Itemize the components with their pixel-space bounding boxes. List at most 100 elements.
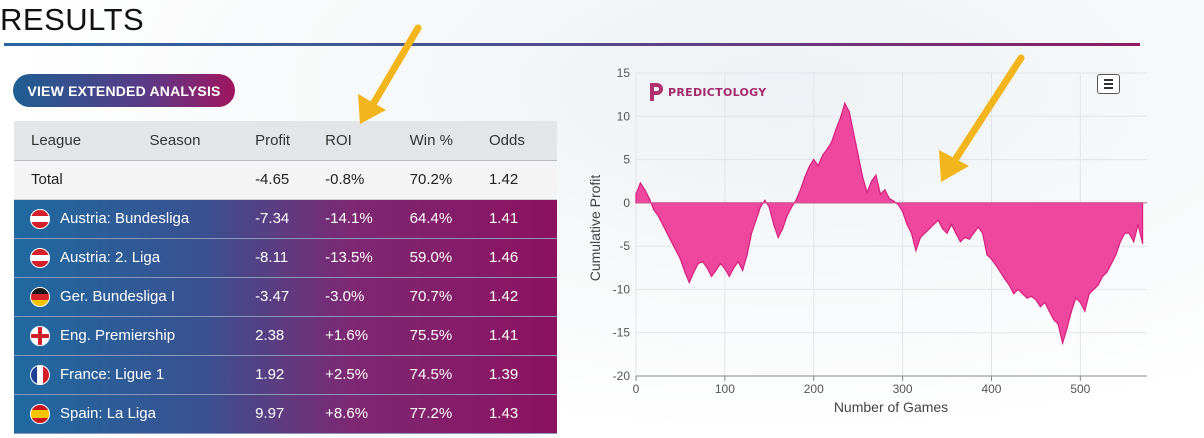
data-point <box>1039 306 1041 308</box>
total-roi: -0.8% <box>324 160 410 200</box>
data-point <box>750 232 753 234</box>
table-row[interactable]: Spain: La Liga 9.97 +8.6% 77.2% 1.43 <box>14 394 557 434</box>
arrow-annotation-icon <box>939 54 1025 182</box>
data-point <box>790 206 793 208</box>
league-win: 64.4% <box>409 199 489 239</box>
data-point <box>1026 297 1028 299</box>
data-point <box>724 268 726 270</box>
data-point <box>813 159 815 161</box>
data-point <box>1110 262 1113 265</box>
data-point <box>1102 275 1104 277</box>
data-point <box>715 269 717 271</box>
data-point <box>742 269 744 271</box>
data-point <box>1062 342 1064 344</box>
y-tick-label: 5 <box>623 153 630 167</box>
data-point <box>844 102 846 104</box>
league-roi: +8.6% <box>324 394 410 434</box>
league-odds: 1.43 <box>488 394 557 434</box>
data-point <box>662 223 664 226</box>
data-point <box>706 267 708 269</box>
chart-menu-button[interactable] <box>1097 74 1120 94</box>
league-name: Austria: Bundesliga <box>60 209 190 227</box>
view-extended-analysis-button[interactable]: VIEW EXTENDED ANALYSIS <box>13 74 235 107</box>
league-profit: -3.47 <box>254 277 325 317</box>
data-point <box>746 254 748 256</box>
data-point <box>1066 327 1068 329</box>
data-point <box>693 271 695 273</box>
data-point <box>1053 319 1055 321</box>
x-tick-label: 300 <box>893 382 913 396</box>
data-point <box>990 258 993 260</box>
table-row[interactable]: Eng. Premiership 2.38 +1.6% 75.5% 1.41 <box>14 316 557 356</box>
data-point <box>697 262 699 265</box>
x-tick-label: 200 <box>804 382 824 396</box>
chart-area <box>635 101 1147 346</box>
data-point <box>924 232 926 234</box>
data-point <box>830 141 833 143</box>
page-title: RESULTS <box>0 2 145 37</box>
logo-text: PREDICTOLOGY <box>668 85 767 99</box>
column-header-win[interactable]: Win % <box>409 121 489 161</box>
data-point <box>1004 278 1006 280</box>
league-win: 77.2% <box>409 394 489 434</box>
league-profit: 9.97 <box>254 394 325 434</box>
column-header-odds[interactable]: Odds <box>488 121 557 161</box>
data-point <box>1119 241 1121 243</box>
x-tick-label: 0 <box>633 382 640 396</box>
arrow-annotation-icon <box>358 24 422 124</box>
data-point <box>808 165 810 168</box>
france-flag-icon <box>30 364 50 385</box>
league-profit: -8.11 <box>254 238 325 278</box>
data-point <box>866 191 868 194</box>
data-point <box>1124 232 1126 234</box>
data-point <box>888 197 890 200</box>
table-row[interactable]: Austria: Bundesliga -7.34 -14.1% 64.4% 1… <box>14 199 557 239</box>
data-point <box>915 249 917 252</box>
data-point <box>919 236 921 239</box>
league-profit: -7.34 <box>254 199 325 239</box>
data-point <box>644 189 646 191</box>
table-row[interactable]: Austria: 2. Liga -8.11 -13.5% 59.0% 1.46 <box>14 238 557 278</box>
data-point <box>906 223 908 226</box>
data-point <box>648 197 650 200</box>
data-point <box>639 182 641 184</box>
column-header-season[interactable]: Season <box>134 121 255 161</box>
table-row[interactable]: Ger. Bundesliga I -3.47 -3.0% 70.7% 1.42 <box>14 277 557 317</box>
league-roi: -13.5% <box>324 238 410 278</box>
data-point <box>719 262 721 265</box>
column-header-roi[interactable]: ROI <box>324 121 410 161</box>
league-name: France: Ligue 1 <box>60 365 165 383</box>
x-axis-label: Number of Games <box>834 399 948 415</box>
data-point <box>777 236 779 239</box>
data-point <box>759 206 761 208</box>
data-point <box>893 200 895 202</box>
title-divider <box>4 43 1140 46</box>
column-header-league[interactable]: League <box>14 121 135 161</box>
data-point <box>857 154 859 156</box>
data-point <box>1048 310 1050 312</box>
column-header-profit[interactable]: Profit <box>254 121 325 161</box>
y-tick-label: -10 <box>613 282 631 296</box>
league-name: Austria: 2. Liga <box>60 248 161 266</box>
data-point <box>1128 232 1130 234</box>
data-point <box>1106 271 1108 273</box>
data-point <box>795 199 797 201</box>
data-point <box>764 199 766 201</box>
data-point <box>773 223 775 226</box>
data-point <box>999 271 1001 273</box>
table-row[interactable]: France: Ligue 1 1.92 +2.5% 74.5% 1.39 <box>14 355 557 395</box>
league-win: 74.5% <box>409 355 489 395</box>
league-win: 75.5% <box>409 316 489 356</box>
data-point <box>977 226 979 228</box>
data-point <box>937 219 939 221</box>
data-point <box>702 261 704 263</box>
y-tick-label: -5 <box>619 239 630 253</box>
data-point <box>1088 293 1090 295</box>
x-tick-label: 100 <box>715 382 735 396</box>
data-point <box>968 238 970 240</box>
germany-flag-icon <box>30 286 50 307</box>
data-point <box>799 189 801 191</box>
data-point <box>782 228 784 230</box>
total-odds: 1.42 <box>488 160 557 200</box>
